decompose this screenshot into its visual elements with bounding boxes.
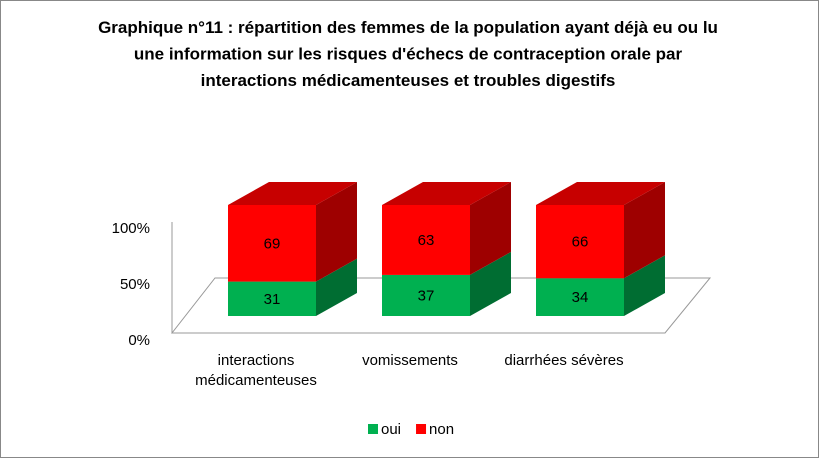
data-label: 37 (418, 287, 435, 304)
y-tick-label: 100% (112, 220, 150, 237)
bar-side (470, 182, 511, 275)
legend-swatch (416, 424, 427, 434)
bar (382, 205, 470, 275)
bar (382, 274, 470, 316)
bar-side (316, 258, 357, 316)
bar (228, 281, 316, 316)
bar-side (624, 182, 665, 279)
bar-top (536, 182, 665, 205)
bar (228, 205, 316, 282)
bar-side (624, 255, 665, 316)
chart-title: Graphique n°11 : répartition des femmes … (98, 18, 718, 90)
legend-label: oui (381, 421, 401, 438)
x-tick-label: vomissements (362, 352, 458, 369)
bar (536, 205, 624, 279)
y-tick-label: 50% (120, 276, 150, 293)
bar-side (316, 182, 357, 282)
data-label: 31 (264, 291, 281, 308)
legend-label: non (429, 421, 454, 438)
bar-side (470, 251, 511, 316)
data-label: 34 (572, 289, 589, 306)
bar-top (382, 182, 511, 205)
bar (536, 278, 624, 316)
legend-swatch (368, 424, 378, 434)
y-tick-label: 0% (128, 332, 150, 349)
data-label: 63 (418, 232, 435, 249)
x-tick-label: interactions médicamenteuses (195, 352, 317, 389)
data-label: 66 (572, 234, 589, 251)
x-tick-label: diarrhées sévères (504, 352, 623, 369)
bar-top (228, 182, 357, 205)
data-label: 69 (264, 235, 281, 252)
